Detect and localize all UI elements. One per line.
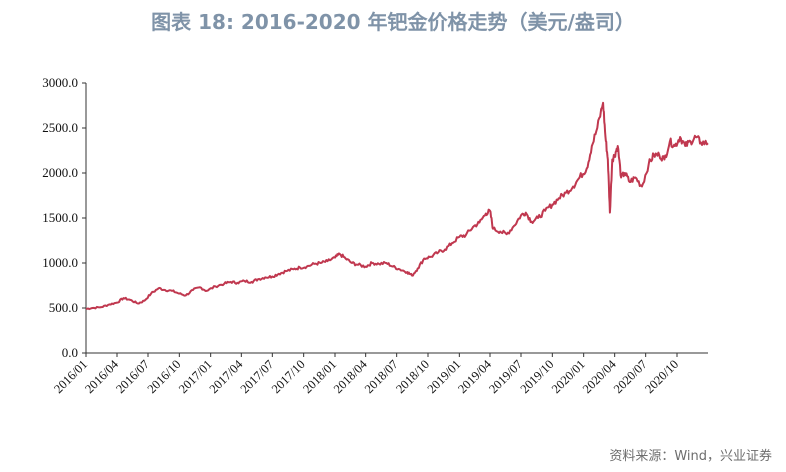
y-tick-label: 0.0 (62, 345, 78, 360)
y-tick-label: 500.0 (49, 300, 78, 315)
x-tick-label: 2018/07 (362, 357, 401, 396)
y-tick-label: 3000.0 (42, 75, 78, 90)
series-line-palladium (85, 101, 709, 311)
x-tick-label: 2019/01 (425, 357, 464, 396)
y-axis: 0.0 500.0 1000.0 1500.0 2000.0 2500.0 3000.0 (42, 75, 87, 360)
x-tick-label: 2019/07 (486, 357, 525, 396)
x-tick-label: 2020/04 (580, 357, 619, 396)
x-tick-label: 2016/01 (51, 357, 90, 396)
x-tick-label: 2018/01 (300, 357, 339, 396)
y-tick-label: 1000.0 (42, 255, 78, 270)
x-tick-label: 2020/07 (611, 357, 650, 396)
y-tick-label: 2500.0 (42, 120, 78, 135)
x-tick-label: 2020/01 (549, 357, 588, 396)
y-tick-label: 1500.0 (42, 210, 78, 225)
x-tick-label: 2016/04 (82, 357, 121, 396)
x-tick-label: 2017/04 (207, 357, 246, 396)
x-tick-label: 2019/04 (455, 357, 494, 396)
x-tick-label: 2017/01 (176, 357, 215, 396)
x-tick-label: 2016/10 (145, 357, 184, 396)
x-tick-label: 2017/07 (238, 357, 277, 396)
source-note: 资料来源：Wind，兴业证券 (609, 449, 772, 464)
x-tick-label: 2017/10 (269, 357, 308, 396)
x-tick-label: 2018/04 (331, 357, 370, 396)
x-tick-label: 2020/10 (642, 357, 681, 396)
x-tick-label: 2018/10 (393, 357, 432, 396)
x-tick-label: 2016/07 (113, 357, 152, 396)
x-axis: 2016/012016/042016/072016/102017/012017/… (51, 352, 708, 396)
y-tick-label: 2000.0 (42, 165, 78, 180)
x-tick-label: 2019/10 (518, 357, 557, 396)
chart-title: 图表 18: 2016-2020 年钯金价格走势（美元/盎司） (151, 10, 635, 34)
